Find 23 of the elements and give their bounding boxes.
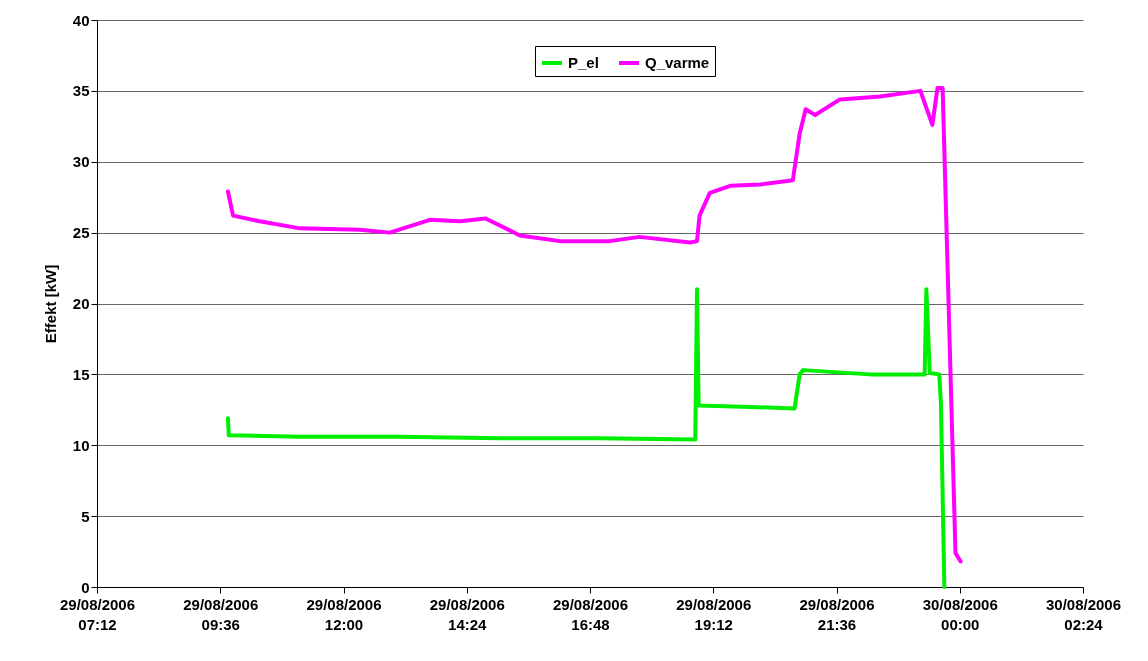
line-series bbox=[225, 86, 963, 564]
y-tick-label: 5 bbox=[81, 507, 90, 525]
y-tick-label: 25 bbox=[72, 224, 90, 242]
y-axis-title: Effekt [kW] bbox=[41, 264, 59, 344]
y-tick-label: 35 bbox=[72, 82, 90, 100]
x-tick-label: 29/08/2006 09:36 bbox=[183, 595, 259, 633]
y-tick-label: 10 bbox=[72, 436, 90, 454]
y-tick-label: 30 bbox=[72, 153, 90, 171]
y-tick-label: 40 bbox=[72, 11, 90, 29]
x-tick-label: 29/08/2006 07:12 bbox=[59, 595, 136, 633]
legend-label: P_el bbox=[568, 54, 599, 71]
line-series bbox=[225, 287, 947, 589]
y-tick-label: 20 bbox=[72, 295, 90, 312]
x-tick-label: 30/08/2006 00:00 bbox=[922, 595, 998, 633]
x-tick-label: 29/08/2006 19:12 bbox=[676, 595, 752, 633]
x-tick-label: 30/08/2006 02:24 bbox=[1045, 595, 1122, 633]
x-tick-label: 29/08/2006 12:00 bbox=[306, 595, 382, 633]
legend-label: Q_varme bbox=[645, 54, 710, 71]
y-tick-label: 15 bbox=[72, 365, 90, 383]
x-tick-label: 29/08/2006 21:36 bbox=[799, 595, 875, 633]
y-tick-label: 0 bbox=[81, 578, 90, 596]
x-tick-label: 29/08/2006 16:48 bbox=[552, 595, 629, 633]
x-tick-label: 29/08/2006 14:24 bbox=[429, 595, 505, 633]
